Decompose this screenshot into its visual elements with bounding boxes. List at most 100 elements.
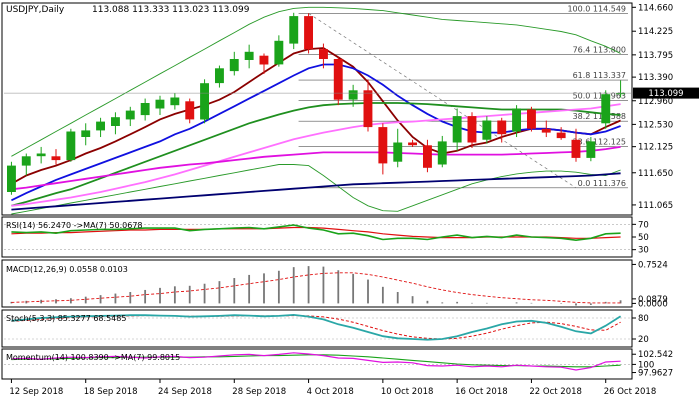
candle-body <box>304 16 313 50</box>
rsi-ma-line <box>11 226 621 239</box>
stoch-pane[interactable] <box>4 313 630 341</box>
ohlc-readout: 113.088 113.333 113.023 113.099 <box>92 5 250 15</box>
momentum-pane[interactable] <box>4 352 630 371</box>
chart-symbol-title: USDJPY,Daily <box>6 5 65 15</box>
date-axis-tick-label: 18 Sep 2018 <box>84 387 138 397</box>
bollinger-lower-band <box>11 164 621 215</box>
fibonacci-level-label: 61.8 113.337 <box>573 71 626 80</box>
candle-body <box>289 16 299 44</box>
price-axis-tick-label: 113.795 <box>638 51 673 61</box>
macd-pane[interactable] <box>10 266 622 306</box>
candle-body <box>601 94 611 124</box>
date-axis-tick-label: 4 Oct 2018 <box>307 387 354 397</box>
stoch-main-line <box>11 313 622 341</box>
stoch-axis-tick-label: 80 <box>638 314 649 324</box>
moving-average-line <box>10 47 621 185</box>
rsi-title: RSI(14) 56.2470 ->MA(7) 50.0678 <box>6 221 143 230</box>
candle-body <box>467 116 477 143</box>
fibonacci-trend-line <box>308 13 577 189</box>
momentum-line <box>11 352 621 371</box>
date-axis-tick-label: 10 Oct 2018 <box>381 387 434 397</box>
candle-body <box>333 59 343 100</box>
macd-signal-line <box>11 272 621 304</box>
macd-axis-tick-label: 0.7524 <box>638 260 668 270</box>
candle-body <box>66 131 76 161</box>
moving-average-line <box>11 146 621 191</box>
rsi-line <box>11 224 621 242</box>
candle-body <box>437 141 447 165</box>
candle-body <box>140 103 150 116</box>
main-pane-frame <box>1 2 633 216</box>
price-axis-tick-label: 113.390 <box>638 73 673 83</box>
candle-body <box>363 90 373 128</box>
date-axis-tick-label: 24 Sep 2018 <box>158 387 212 397</box>
candle-body <box>7 165 16 192</box>
candle-body <box>482 120 492 140</box>
rsi-axis-tick-label: 70 <box>638 220 649 230</box>
fibonacci-level-label: 38.2 112.588 <box>573 112 626 121</box>
candle-body <box>36 153 46 157</box>
candle-body <box>452 116 462 143</box>
current-price-label: 113.099 <box>648 89 683 99</box>
date-axis-tick-label: 28 Sep 2018 <box>232 387 286 397</box>
candle-body <box>111 117 120 126</box>
axis-labels: 114.660 114.225 113.795 113.390 112.960 112.5… <box>9 3 673 397</box>
candle-body <box>21 156 31 166</box>
candle-body <box>616 93 625 95</box>
candle-body <box>81 130 91 137</box>
candle-body <box>51 156 61 161</box>
price-axis-tick-label: 112.125 <box>638 143 673 153</box>
candle-body <box>200 83 209 120</box>
momentum-axis-tick-label: 97.9627 <box>638 369 673 379</box>
candle-body <box>586 141 596 158</box>
candle-body <box>497 120 507 135</box>
price-pane[interactable]: 100.0 114.549 76.4 113.800 61.8 113.337 50.… <box>4 4 632 215</box>
fibonacci-level-label: 50.0 112.963 <box>573 92 626 101</box>
moving-average-line <box>11 172 621 211</box>
candle-body <box>408 142 417 146</box>
price-axis-tick-label: 112.960 <box>638 97 673 107</box>
price-axis-tick-label: 112.530 <box>638 120 673 130</box>
price-axis-tick-label: 111.650 <box>638 169 673 179</box>
candle-body <box>393 142 403 162</box>
stoch-title: Stoch(5,3,3) 85.3277 68.5485 <box>6 314 126 323</box>
rsi-axis-tick-label: 50 <box>638 233 649 243</box>
momentum-axis-tick-label: 102.542 <box>638 350 673 360</box>
candle-body <box>512 108 521 132</box>
candle-body <box>229 59 239 72</box>
candle-body <box>541 128 551 133</box>
candle-body <box>259 55 269 65</box>
candle-body <box>96 121 105 131</box>
fibonacci-level-label: 23.6 112.125 <box>573 138 626 147</box>
fibonacci-level-label: 76.4 113.800 <box>573 46 626 55</box>
macd-axis-tick-label: 0.0000 <box>638 299 668 309</box>
date-axis-tick-label: 26 Oct 2018 <box>604 387 657 397</box>
candle-body <box>423 145 432 168</box>
candle-body <box>155 99 165 109</box>
macd-title: MACD(12,26,9) 0.0558 0.0103 <box>6 265 128 274</box>
current-price-badge <box>633 87 699 99</box>
candle-body <box>244 51 254 60</box>
date-axis-tick-label: 12 Sep 2018 <box>9 387 63 397</box>
candle-body <box>125 110 135 120</box>
price-axis-tick-label: 114.225 <box>638 27 673 37</box>
momentum-axis-tick-label: 100 <box>638 360 654 370</box>
candle-body <box>170 97 180 106</box>
stoch-axis-tick-label: 20 <box>638 335 649 345</box>
candle-body <box>556 132 566 139</box>
date-axis-tick-label: 16 Oct 2018 <box>455 387 508 397</box>
rsi-axis-tick-label: 30 <box>638 246 649 256</box>
candle-body <box>378 127 388 164</box>
candle-body <box>215 68 224 84</box>
candle-body <box>185 101 195 120</box>
macd-pane-frame <box>1 259 633 308</box>
rsi-pane[interactable] <box>4 224 630 250</box>
candle-body <box>527 109 536 129</box>
fibonacci-level-label: 0.0 111.376 <box>578 179 626 188</box>
macd-axis-tick-label: 0.0879 <box>638 295 668 305</box>
bollinger-upper-band <box>11 6 621 157</box>
candle-body <box>274 40 284 65</box>
